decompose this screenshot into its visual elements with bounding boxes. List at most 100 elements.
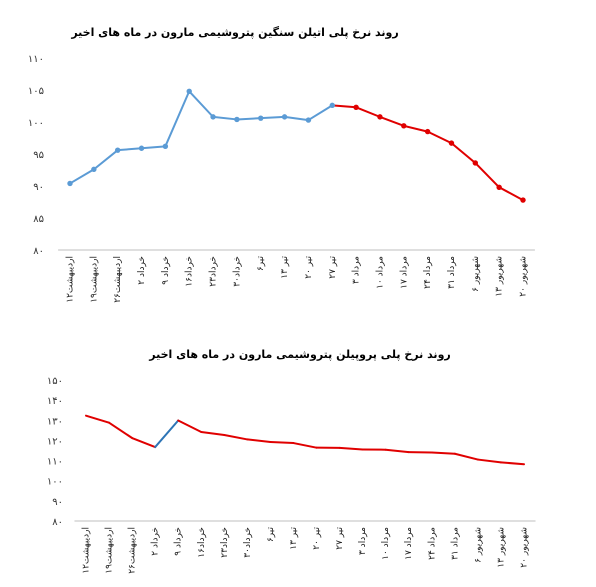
x-tick-label: ۲۷ تیر	[335, 527, 345, 550]
data-point	[258, 115, 264, 121]
x-tick-label: ۱۳ تیر	[289, 527, 299, 550]
data-point	[114, 147, 121, 153]
x-tick-label: ۲۶اردیبهشت	[113, 256, 123, 303]
series-line-segment	[430, 451, 456, 455]
data-point	[186, 88, 192, 94]
series-line-segment	[474, 161, 501, 189]
data-point	[210, 114, 216, 120]
x-tick-label: ۳۱ مرداد	[447, 256, 457, 289]
x-tick-label: ۲۷ تیر	[328, 256, 338, 279]
x-tick-label: ۱۷ مرداد	[404, 527, 414, 560]
x-tick-label: ۱۹اردیبهشت	[89, 256, 99, 303]
y-tick-label: ۸۰	[52, 517, 63, 528]
series-line-segment	[69, 168, 95, 185]
series-line-segment	[269, 441, 295, 445]
series-line-segment	[453, 452, 479, 461]
y-tick-label: ۸۰	[33, 246, 44, 257]
series-line-segment	[164, 90, 191, 148]
y-tick-label: ۹۰	[33, 182, 44, 193]
x-tick-label: ۱۲اردیبهشت	[82, 527, 92, 574]
series-line-segment	[426, 130, 453, 145]
chart-2-title: روند نرخ پلی پروپیلن پتروشیمی مارون در م…	[148, 348, 451, 361]
x-tick-label: ۱۰ مرداد	[375, 256, 385, 289]
series-line-segment	[355, 106, 381, 118]
x-tick-label: شهریور ۶	[473, 527, 483, 563]
data-point	[424, 128, 431, 135]
y-tick-label: ۱۳۰	[47, 416, 63, 427]
series-line-segment	[338, 446, 364, 451]
series-line-segment	[131, 437, 157, 449]
y-tick-label: ۱۰۰	[28, 118, 44, 129]
data-point	[234, 116, 240, 123]
series-line-segment	[246, 438, 272, 444]
series-line-segment	[331, 104, 358, 109]
data-point	[401, 123, 407, 129]
data-point	[448, 140, 455, 146]
y-tick-label: ۱۲۰	[47, 436, 63, 447]
chart-2-polypropylene-price: ۸۰ ۹۰ ۱۰۰ ۱۱۰ ۱۲۰ ۱۳۰ ۱۴۰ ۱۵۰ ۱۲اردیبهشت ۱۹اردیبه…	[47, 376, 536, 574]
data-point	[520, 197, 526, 203]
y-tick-label: ۱۱۰	[28, 54, 44, 65]
x-tick-label: ۲۰ تیر	[312, 527, 322, 550]
series-line-segment	[402, 124, 429, 133]
y-tick-label: ۱۴۰	[47, 396, 63, 407]
series-line-segment	[384, 448, 410, 454]
series-line-segment	[498, 186, 524, 202]
series-line-segment	[85, 414, 111, 424]
series-line-segment	[116, 147, 143, 152]
x-tick-label: ۶تیر	[266, 527, 276, 543]
series-line-segment	[212, 115, 238, 121]
series-line-segment	[108, 421, 134, 440]
series-line-segment	[188, 90, 215, 118]
x-tick-label: ۲۳خرداد	[209, 256, 219, 287]
x-tick-label: ۱۹اردیبهشت	[105, 527, 115, 574]
series-line-segment	[140, 145, 167, 150]
series-line-segment	[292, 442, 318, 449]
x-tick-label: ۱۳ شهریور	[496, 527, 506, 568]
series-line-segment	[307, 104, 334, 122]
x-tick-label: ۲۴ مرداد	[427, 527, 437, 560]
y-tick-label: ۱۵۰	[47, 376, 63, 387]
y-tick-label: ۱۱۰	[47, 457, 63, 468]
y-tick-label: ۸۵	[33, 214, 44, 225]
x-tick-label: ۲۰ تیر	[304, 256, 314, 279]
y-tick-label: ۹۵	[33, 150, 44, 161]
x-tick-label: ۱۷ مرداد	[399, 256, 409, 289]
data-point	[281, 114, 288, 120]
x-tick-label: ۱۳ تیر	[280, 256, 290, 279]
x-tick-label: ۶تیر	[256, 256, 266, 272]
x-tick-label: ۳ مرداد	[352, 256, 362, 284]
x-tick-label: ۲۴ مرداد	[423, 256, 433, 289]
data-point	[353, 104, 359, 110]
x-tick-label: ۲ خرداد	[137, 256, 147, 285]
x-tick-label: ۲۰ شهریور	[520, 527, 530, 568]
x-tick-label: ۱۶خرداد	[185, 256, 195, 287]
y-tick-label: ۱۰۵	[28, 86, 44, 97]
x-tick-label: ۲۳خرداد	[220, 527, 230, 558]
chart-1-hdpe-price: ۸۰ ۸۵ ۹۰ ۹۵ ۱۰۰ ۱۰۵ ۱۱۰ ۱۲اردیبهشت ۱۹اردیبهشت ۲۶ا…	[28, 54, 535, 303]
y-tick-label: ۹۰	[52, 497, 63, 508]
x-tick-label: ۳ مرداد	[358, 527, 368, 555]
series-line-segment	[378, 115, 405, 127]
series-line-segment	[223, 433, 249, 441]
x-tick-label: ۳۰خرداد	[243, 527, 253, 558]
series-line-segment	[499, 461, 525, 466]
x-tick-label: شهریور ۶	[471, 256, 481, 292]
series-line-segment	[154, 419, 180, 449]
series-line-segment	[92, 149, 119, 171]
x-tick-label: ۹ خرداد	[174, 527, 184, 556]
data-point	[377, 114, 383, 120]
x-tick-label: ۲ خرداد	[151, 527, 161, 556]
series-line-segment	[235, 117, 262, 121]
series-line-segment	[476, 458, 502, 464]
x-tick-label: ۳۰خرداد	[232, 256, 242, 287]
data-point	[472, 160, 479, 166]
chart-1-title: روند نرخ پلی اتیلن سنگین پتروشیمی مارون …	[70, 26, 398, 39]
x-tick-label: ۱۳ شهریور	[495, 256, 505, 297]
series-line-segment	[200, 430, 226, 436]
x-tick-label: ۳۱ مرداد	[450, 527, 460, 560]
x-tick-label: ۱۲اردیبهشت	[66, 256, 76, 303]
x-tick-label: ۹ خرداد	[161, 256, 171, 285]
series-line-segment	[177, 419, 203, 433]
